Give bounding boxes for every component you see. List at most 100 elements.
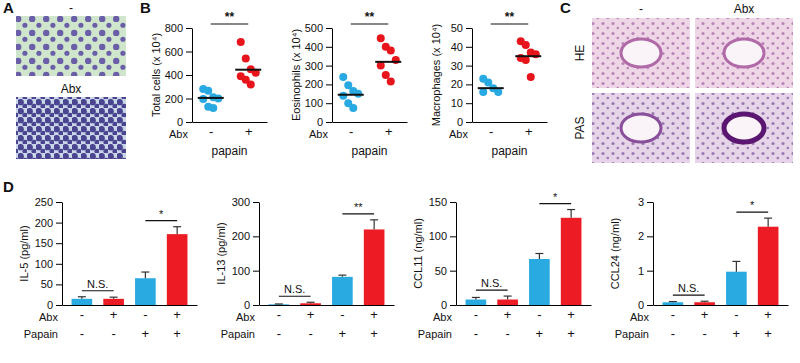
tick-label: 800 (165, 22, 183, 34)
significance-bracket (736, 212, 768, 213)
error-cap (173, 226, 181, 227)
tick-mark (450, 236, 456, 237)
mean-line (478, 87, 504, 89)
error-cap (472, 297, 480, 298)
tick-mark (186, 52, 192, 53)
significance-bracket (673, 295, 705, 296)
tick-label: 200 (35, 217, 53, 229)
point (382, 71, 390, 79)
error-bar (307, 302, 315, 303)
airway (724, 114, 764, 142)
mean-line (515, 55, 541, 57)
panel-letter: D (3, 178, 14, 195)
tick: + (504, 307, 512, 322)
point (387, 47, 395, 55)
tick-label: - (80, 326, 84, 341)
point (527, 73, 535, 81)
tick: 30 (451, 60, 472, 72)
tick: 0 (317, 116, 332, 128)
tick-label: 200 (165, 93, 183, 105)
tick-mark (466, 47, 472, 48)
tick: 100 (305, 97, 332, 109)
axis-line (654, 305, 789, 306)
tick-label: + (764, 326, 772, 341)
error-cap (732, 261, 740, 262)
tick-label: 100 (305, 97, 323, 109)
tick-mark (253, 202, 259, 203)
axis-line (63, 305, 198, 306)
point (522, 41, 530, 49)
group-label: papain (211, 144, 247, 158)
tick-label: 0 (47, 299, 53, 311)
airway (621, 39, 661, 67)
micrograph (16, 16, 126, 76)
tick: + (370, 307, 378, 322)
bar (466, 300, 487, 305)
tick-label: 250 (35, 196, 53, 208)
row-label: Abx (630, 311, 649, 323)
y-axis: 0200400600800 (165, 22, 193, 128)
airway (724, 39, 764, 67)
dot-plot: 0200400600800-+AbxpapainTotal cells (x 1… (150, 10, 268, 158)
tick: 800 (165, 22, 192, 34)
error-cap (370, 219, 378, 220)
axis-line (457, 305, 592, 306)
tick-label: 150 (429, 196, 447, 208)
error-bar (370, 220, 378, 230)
bar-chart: 0100200300-+-+--++AbxPapainIL-13 (pg/ml)… (215, 196, 395, 341)
y-axis: 050100150200250 (35, 196, 63, 311)
tick: + (307, 307, 315, 322)
mean-line (338, 94, 364, 96)
marks (478, 37, 542, 96)
figure: ABCD-Abx-AbxHEPAS0200400600800-+Abxpapai… (0, 0, 800, 363)
axis-line (653, 203, 654, 306)
tick: 40 (451, 41, 472, 53)
tick: 50 (41, 278, 62, 290)
tick: 500 (305, 22, 332, 34)
x-axis: -+-+ (260, 306, 395, 323)
tick-label: + (701, 307, 709, 322)
tick-label: 0 (457, 116, 463, 128)
y-axis: 0100200300 (232, 196, 260, 311)
tick-label: 200 (305, 78, 323, 90)
tick-label: 400 (305, 41, 323, 53)
error-bar (567, 210, 575, 218)
tick-label: + (764, 307, 772, 322)
column-label: - (639, 2, 643, 16)
row-label: HE (573, 45, 587, 62)
panel-letter: C (560, 0, 571, 16)
tick-label: 0 (177, 116, 183, 128)
tick-label: 200 (232, 230, 250, 242)
row-label: Abx (236, 311, 255, 323)
mean-line (198, 97, 224, 99)
axis-line (62, 203, 63, 306)
tick-label: + (339, 326, 347, 341)
x-axis: -+-+ (457, 306, 592, 323)
tick: 0 (441, 299, 456, 311)
tick-label: 600 (165, 46, 183, 58)
significance: N.S. (678, 282, 699, 294)
bar (364, 229, 385, 305)
point (199, 95, 207, 103)
error-bar (504, 296, 512, 299)
axis-title: IL-5 (pg/ml) (18, 225, 30, 281)
tick: - (80, 307, 84, 322)
tick: 200 (165, 93, 192, 105)
error-cap (275, 303, 283, 304)
axis-line (332, 29, 333, 123)
dot-plot: 01020304050-+AbxpapainMacrophages (x 10⁴… (430, 10, 548, 158)
error-stem (768, 218, 769, 227)
error-stem (539, 254, 540, 259)
tick: - (489, 124, 493, 139)
y-axis: 0100200300400500 (305, 22, 333, 128)
error-bar (173, 227, 181, 234)
image-label: - (69, 1, 73, 15)
tick-label: + (370, 326, 378, 341)
tick-label: 20 (451, 78, 463, 90)
tick: 1 (638, 265, 653, 277)
tick-mark (186, 28, 192, 29)
marks (269, 220, 385, 305)
error-cap (764, 218, 772, 219)
tick-label: 3 (638, 196, 644, 208)
tick: 0 (457, 116, 472, 128)
